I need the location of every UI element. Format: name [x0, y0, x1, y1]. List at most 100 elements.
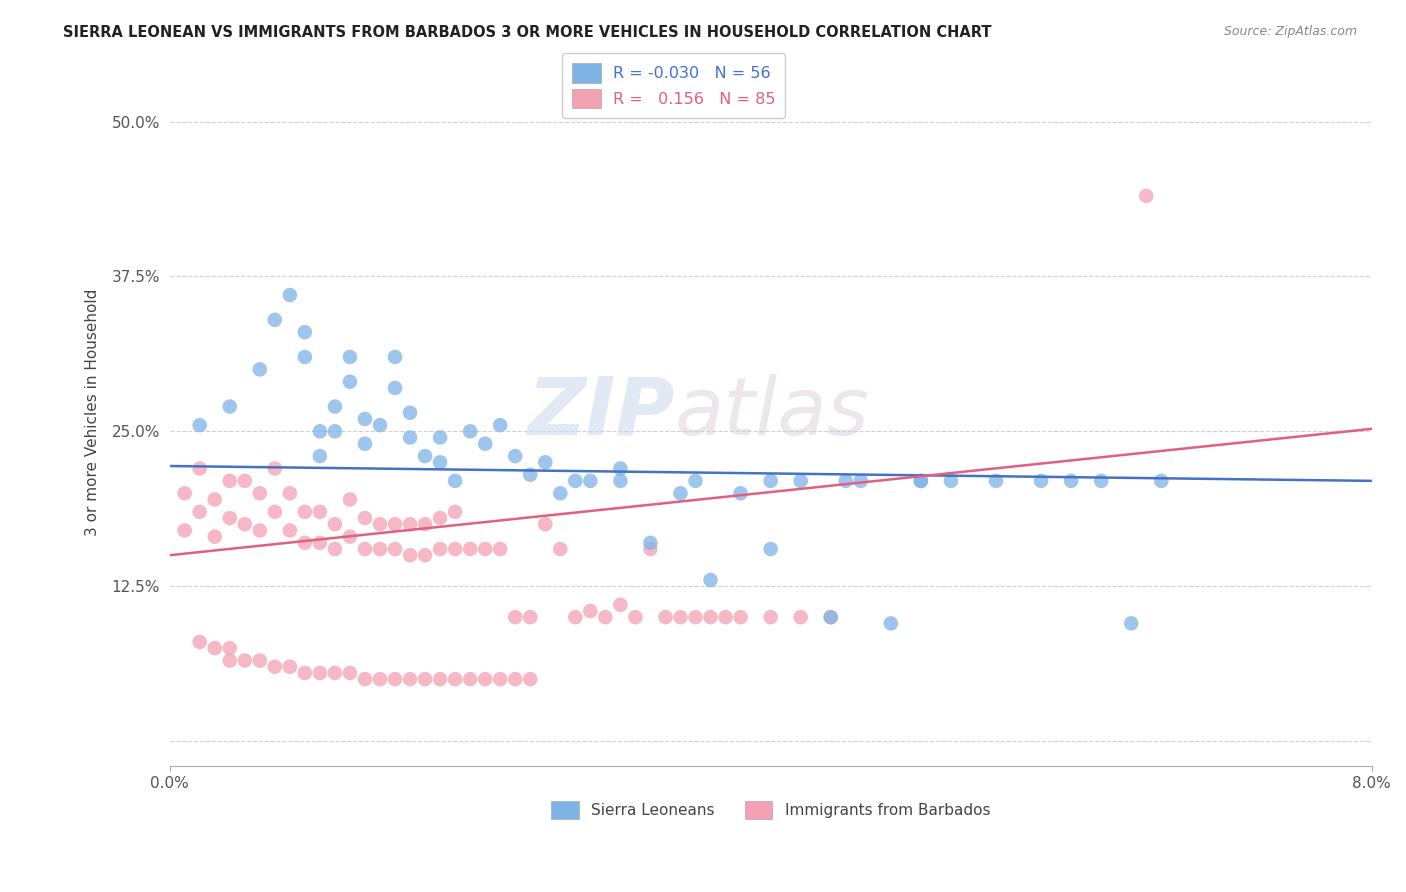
Point — [218, 641, 240, 656]
Point — [685, 474, 707, 488]
Text: atlas: atlas — [675, 374, 869, 451]
Point — [820, 610, 842, 624]
Point — [218, 474, 240, 488]
Point — [384, 672, 406, 686]
Point — [368, 517, 391, 532]
Point — [294, 536, 316, 550]
Point — [339, 530, 361, 544]
Point — [429, 430, 451, 444]
Point — [534, 455, 557, 469]
Point — [548, 486, 571, 500]
Point — [624, 610, 647, 624]
Point — [294, 665, 316, 680]
Point — [849, 474, 872, 488]
Point — [368, 672, 391, 686]
Point — [564, 474, 586, 488]
Text: ZIP: ZIP — [527, 374, 675, 451]
Point — [278, 288, 301, 302]
Point — [384, 517, 406, 532]
Point — [309, 536, 332, 550]
Point — [218, 400, 240, 414]
Point — [458, 425, 481, 439]
Point — [759, 542, 782, 557]
Point — [263, 659, 285, 673]
Point — [309, 665, 332, 680]
Point — [384, 542, 406, 557]
Point — [249, 524, 271, 538]
Point — [579, 474, 602, 488]
Point — [699, 573, 721, 587]
Point — [429, 511, 451, 525]
Point — [218, 511, 240, 525]
Point — [444, 474, 467, 488]
Point — [1121, 616, 1143, 631]
Point — [249, 654, 271, 668]
Point — [820, 610, 842, 624]
Point — [759, 610, 782, 624]
Point — [339, 350, 361, 364]
Point — [880, 616, 903, 631]
Point — [444, 542, 467, 557]
Point — [249, 362, 271, 376]
Point — [503, 672, 526, 686]
Point — [474, 542, 496, 557]
Point — [278, 486, 301, 500]
Point — [339, 492, 361, 507]
Point — [278, 524, 301, 538]
Point — [503, 449, 526, 463]
Point — [263, 461, 285, 475]
Point — [609, 598, 631, 612]
Point — [294, 325, 316, 339]
Point — [984, 474, 1007, 488]
Point — [188, 418, 211, 433]
Point — [188, 461, 211, 475]
Y-axis label: 3 or more Vehicles in Household: 3 or more Vehicles in Household — [86, 289, 100, 536]
Point — [309, 505, 332, 519]
Point — [640, 542, 662, 557]
Point — [323, 425, 346, 439]
Point — [609, 474, 631, 488]
Point — [789, 610, 811, 624]
Point — [595, 610, 617, 624]
Point — [233, 654, 256, 668]
Point — [399, 517, 422, 532]
Point — [910, 474, 932, 488]
Point — [218, 654, 240, 668]
Point — [534, 517, 557, 532]
Point — [458, 672, 481, 686]
Text: Source: ZipAtlas.com: Source: ZipAtlas.com — [1223, 25, 1357, 38]
Point — [835, 474, 858, 488]
Point — [354, 511, 377, 525]
Point — [1135, 189, 1157, 203]
Point — [730, 610, 752, 624]
Point — [399, 672, 422, 686]
Point — [233, 474, 256, 488]
Point — [413, 548, 436, 562]
Point — [339, 665, 361, 680]
Point — [429, 542, 451, 557]
Point — [444, 672, 467, 686]
Point — [548, 542, 571, 557]
Point — [323, 517, 346, 532]
Point — [354, 436, 377, 450]
Point — [609, 461, 631, 475]
Point — [339, 375, 361, 389]
Point — [413, 449, 436, 463]
Point — [323, 542, 346, 557]
Point — [640, 536, 662, 550]
Point — [685, 610, 707, 624]
Point — [263, 313, 285, 327]
Point — [699, 610, 721, 624]
Point — [429, 455, 451, 469]
Point — [368, 418, 391, 433]
Point — [399, 548, 422, 562]
Point — [939, 474, 962, 488]
Point — [429, 672, 451, 686]
Point — [204, 641, 226, 656]
Point — [249, 486, 271, 500]
Point — [474, 672, 496, 686]
Point — [354, 412, 377, 426]
Point — [1090, 474, 1112, 488]
Point — [579, 604, 602, 618]
Point — [413, 672, 436, 686]
